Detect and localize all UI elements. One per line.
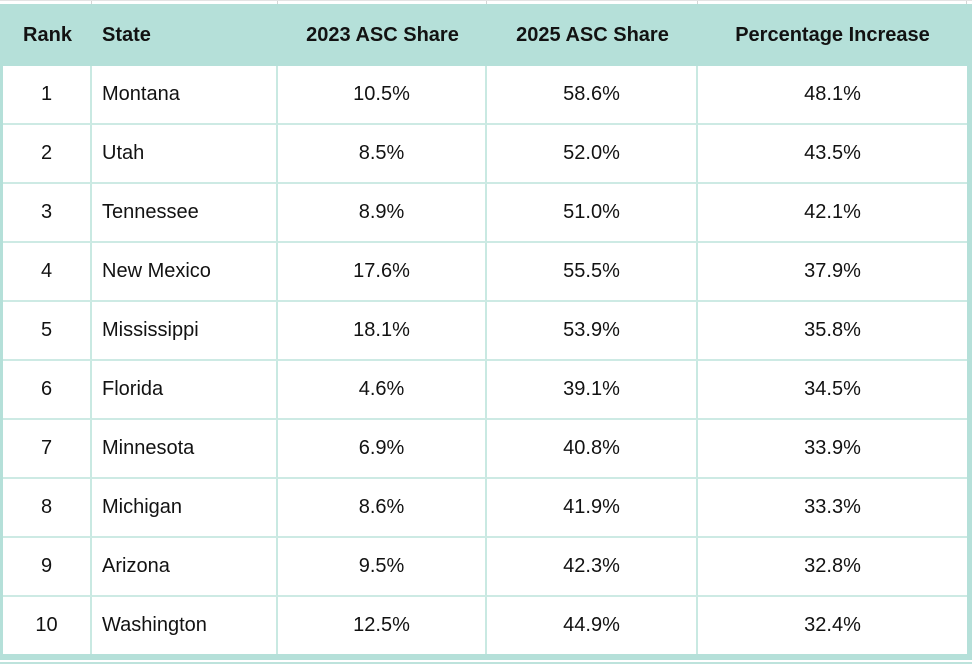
cropped-row-below <box>0 662 972 664</box>
cropped-cell <box>487 1 698 4</box>
state-cell: New Mexico <box>92 243 278 302</box>
table-row: 1 Montana 10.5% 58.6% 48.1% <box>3 66 967 125</box>
table-row: 9 Arizona 9.5% 42.3% 32.8% <box>3 538 967 597</box>
share-2025-cell: 51.0% <box>487 184 698 243</box>
share-2025-cell: 42.3% <box>487 538 698 597</box>
table-row: 7 Minnesota 6.9% 40.8% 33.9% <box>3 420 967 479</box>
column-header-rank: Rank <box>3 4 92 66</box>
state-cell: Utah <box>92 125 278 184</box>
rank-cell: 2 <box>3 125 92 184</box>
percentage-increase-cell: 42.1% <box>698 184 967 243</box>
state-cell: Michigan <box>92 479 278 538</box>
table-bottom-border <box>0 654 972 660</box>
table-row: 4 New Mexico 17.6% 55.5% 37.9% <box>3 243 967 302</box>
cropped-cell <box>278 1 487 4</box>
state-cell: Washington <box>92 597 278 654</box>
cropped-row-above <box>0 0 972 4</box>
rank-cell: 7 <box>3 420 92 479</box>
share-2025-cell: 53.9% <box>487 302 698 361</box>
state-cell: Arizona <box>92 538 278 597</box>
column-header-state: State <box>92 4 278 66</box>
asc-share-table: Rank State 2023 ASC Share 2025 ASC Share… <box>0 4 972 654</box>
share-2023-cell: 9.5% <box>278 538 487 597</box>
table-row: 3 Tennessee 8.9% 51.0% 42.1% <box>3 184 967 243</box>
rank-cell: 5 <box>3 302 92 361</box>
share-2023-cell: 12.5% <box>278 597 487 654</box>
column-header-2023-asc-share: 2023 ASC Share <box>278 4 487 66</box>
share-2025-cell: 55.5% <box>487 243 698 302</box>
cropped-cell <box>967 1 972 4</box>
percentage-increase-cell: 48.1% <box>698 66 967 125</box>
bottom-gap <box>0 660 972 662</box>
rank-cell: 1 <box>3 66 92 125</box>
percentage-increase-cell: 33.3% <box>698 479 967 538</box>
share-2025-cell: 39.1% <box>487 361 698 420</box>
cropped-cell <box>698 1 967 4</box>
table-row: 6 Florida 4.6% 39.1% 34.5% <box>3 361 967 420</box>
share-2023-cell: 8.5% <box>278 125 487 184</box>
rank-cell: 8 <box>3 479 92 538</box>
state-cell: Mississippi <box>92 302 278 361</box>
table-row: 5 Mississippi 18.1% 53.9% 35.8% <box>3 302 967 361</box>
percentage-increase-cell: 32.4% <box>698 597 967 654</box>
rank-cell: 9 <box>3 538 92 597</box>
share-2025-cell: 52.0% <box>487 125 698 184</box>
share-2025-cell: 58.6% <box>487 66 698 125</box>
state-cell: Minnesota <box>92 420 278 479</box>
percentage-increase-cell: 35.8% <box>698 302 967 361</box>
table-body: 1 Montana 10.5% 58.6% 48.1% 2 Utah 8.5% … <box>3 66 967 654</box>
share-2023-cell: 6.9% <box>278 420 487 479</box>
table-header-row: Rank State 2023 ASC Share 2025 ASC Share… <box>3 4 967 66</box>
rank-cell: 10 <box>3 597 92 654</box>
share-2023-cell: 17.6% <box>278 243 487 302</box>
share-2023-cell: 4.6% <box>278 361 487 420</box>
rank-cell: 3 <box>3 184 92 243</box>
percentage-increase-cell: 32.8% <box>698 538 967 597</box>
share-2025-cell: 44.9% <box>487 597 698 654</box>
state-cell: Montana <box>92 66 278 125</box>
state-cell: Tennessee <box>92 184 278 243</box>
percentage-increase-cell: 37.9% <box>698 243 967 302</box>
percentage-increase-cell: 34.5% <box>698 361 967 420</box>
share-2023-cell: 18.1% <box>278 302 487 361</box>
table-row: 8 Michigan 8.6% 41.9% 33.3% <box>3 479 967 538</box>
share-2023-cell: 8.9% <box>278 184 487 243</box>
share-2023-cell: 8.6% <box>278 479 487 538</box>
rank-cell: 6 <box>3 361 92 420</box>
percentage-increase-cell: 33.9% <box>698 420 967 479</box>
rank-cell: 4 <box>3 243 92 302</box>
cropped-cell <box>92 1 278 4</box>
table-row: 2 Utah 8.5% 52.0% 43.5% <box>3 125 967 184</box>
table-row: 10 Washington 12.5% 44.9% 32.4% <box>3 597 967 654</box>
share-2023-cell: 10.5% <box>278 66 487 125</box>
column-header-percentage-increase: Percentage Increase <box>698 4 967 66</box>
state-cell: Florida <box>92 361 278 420</box>
share-2025-cell: 40.8% <box>487 420 698 479</box>
cropped-cell <box>0 1 92 4</box>
percentage-increase-cell: 43.5% <box>698 125 967 184</box>
column-header-2025-asc-share: 2025 ASC Share <box>487 4 698 66</box>
share-2025-cell: 41.9% <box>487 479 698 538</box>
